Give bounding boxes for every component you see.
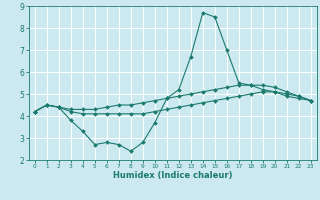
- X-axis label: Humidex (Indice chaleur): Humidex (Indice chaleur): [113, 171, 233, 180]
